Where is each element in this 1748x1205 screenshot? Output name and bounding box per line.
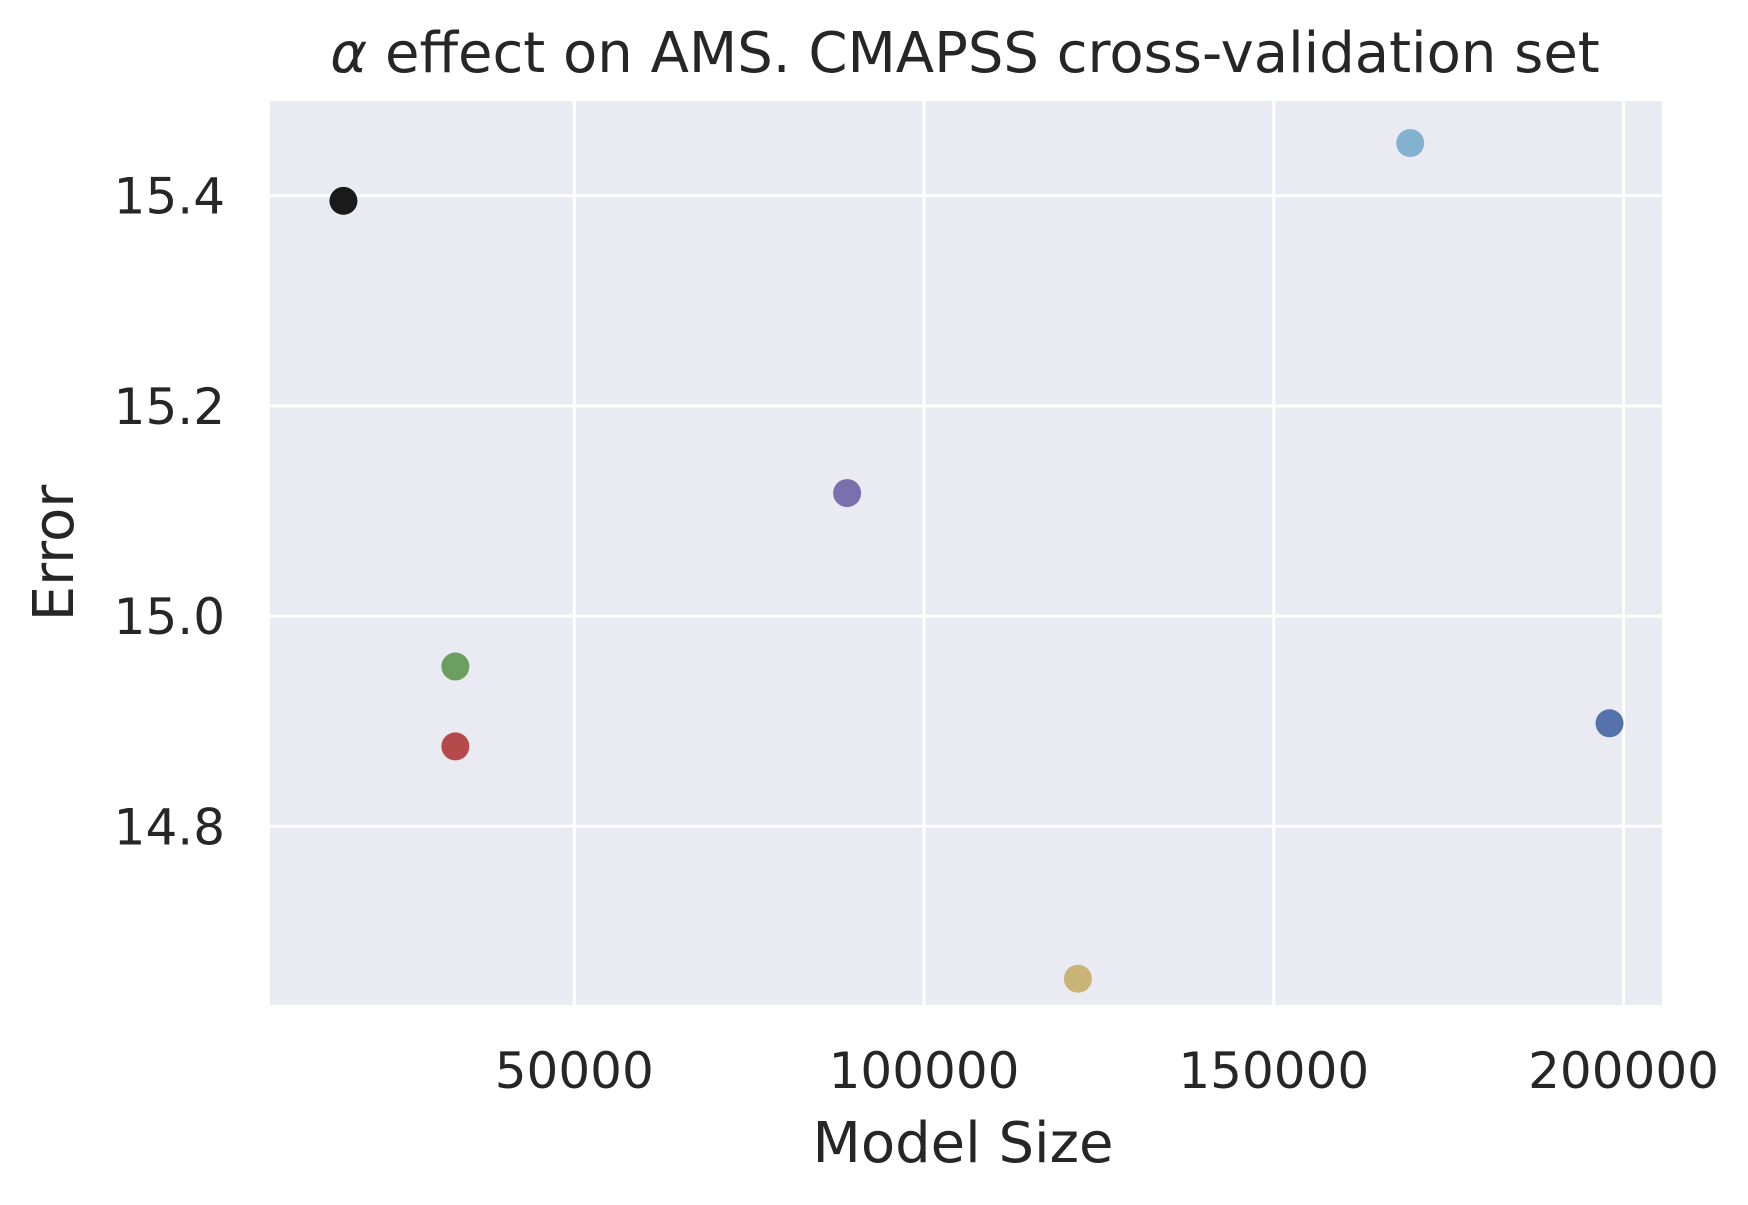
y-tick-label: 15.0 (114, 588, 225, 646)
scatter-point (329, 186, 358, 215)
x-tick-label: 200000 (1528, 1042, 1719, 1100)
plot-area (270, 101, 1662, 1005)
y-axis-ticks: 14.8 15.0 15.2 15.4 (114, 168, 225, 857)
x-axis-ticks: 50000 100000 150000 200000 (495, 1042, 1719, 1100)
title-alpha-symbol: α (330, 21, 367, 86)
scatter-point (833, 479, 862, 508)
scatter-point (441, 732, 470, 761)
scatter-point (1595, 709, 1624, 738)
y-axis-label: Error (22, 484, 87, 621)
y-tick-label: 14.8 (114, 798, 225, 856)
title-text: effect on AMS. CMAPSS cross-validation s… (367, 21, 1600, 86)
x-tick-label: 50000 (495, 1042, 654, 1100)
scatter-point (1396, 129, 1425, 158)
x-tick-label: 150000 (1178, 1042, 1369, 1100)
y-tick-label: 15.4 (114, 168, 225, 226)
x-axis-label: Model Size (813, 1111, 1114, 1176)
chart-title: α effect on AMS. CMAPSS cross-validation… (330, 21, 1599, 86)
scatter-point (1063, 964, 1092, 993)
y-tick-label: 15.2 (114, 378, 225, 436)
grid-lines (270, 101, 1662, 1005)
data-points (329, 129, 1624, 993)
x-tick-label: 100000 (829, 1042, 1020, 1100)
scatter-point (441, 652, 470, 681)
